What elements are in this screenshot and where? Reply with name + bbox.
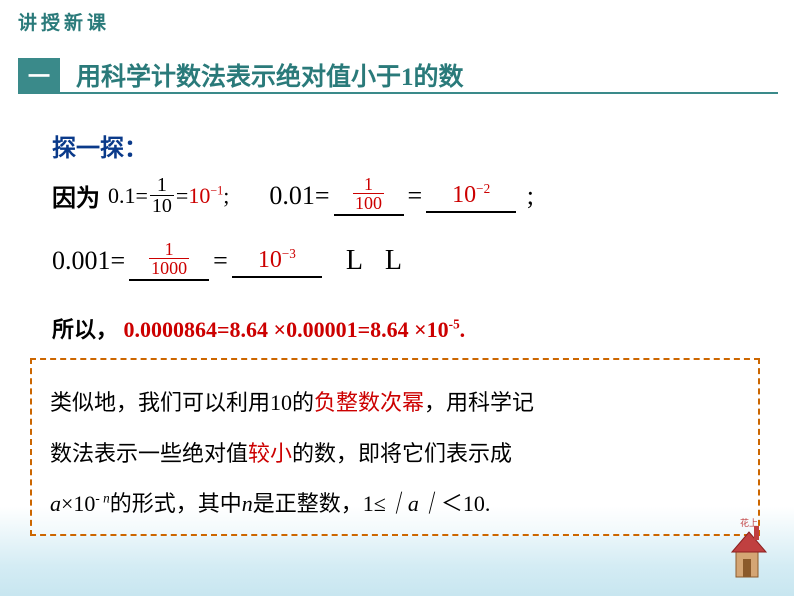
box-p3g: ＜10. (441, 491, 491, 516)
svg-text:花上: 花上 (740, 517, 758, 528)
eq3-res: 10 (258, 247, 282, 273)
eq1-num: 1 (155, 175, 169, 195)
because-label: 因为 (52, 178, 100, 213)
eq3-exp: −3 (282, 246, 296, 261)
eq2-num: 1 (362, 175, 375, 193)
house-icon: 花上 (724, 514, 774, 584)
box-p3exp: - n (95, 491, 109, 506)
ellipsis-ll: L L (346, 245, 410, 277)
box-p3d: n (242, 491, 253, 516)
eq2-res: 10 (452, 182, 476, 208)
equation-row-1: 因为 0.1=110=10−1; 0.01=1100=10−2 ; (52, 175, 534, 216)
section-marker: 一 (18, 58, 60, 92)
eq1-lhs: 0.1 (108, 183, 136, 209)
explore-label: 探一探： (52, 128, 148, 163)
box-p1b: 负整数次幂 (314, 390, 424, 415)
eq3-den: 1000 (149, 258, 189, 277)
eq1-exp: −1 (210, 183, 223, 197)
eq2-den: 100 (353, 193, 384, 212)
conclusion-label: 所以， (52, 317, 118, 342)
eq3-num: 1 (163, 240, 176, 258)
box-p3c: 的形式，其中 (110, 491, 242, 516)
eq1-den: 10 (150, 195, 174, 216)
eq2-lhs: 0.01 (269, 181, 315, 211)
box-p1c: ，用科学记 (424, 390, 534, 415)
eq2-exp: −2 (476, 181, 490, 196)
conclusion-period: . (460, 317, 466, 342)
section-title: 用科学计数法表示绝对值小于1的数 (60, 58, 480, 92)
box-p1a: 类似地，我们可以利用10的 (50, 390, 314, 415)
header-label: 讲授新课 (18, 8, 110, 35)
equation-row-2: 0.001=11000=10−3 L L (52, 240, 410, 281)
section-underline (18, 92, 778, 94)
box-p2a: 数法表示一些绝对值 (50, 441, 248, 466)
box-p3b: ×10 (61, 491, 95, 516)
box-p2b: 较小 (248, 441, 292, 466)
box-p3a: a (50, 491, 61, 516)
conclusion-line: 所以， 0.0000864=8.64 ×0.00001=8.64 ×10-5. (52, 312, 465, 344)
section-heading: 一 用科学计数法表示绝对值小于1的数 (18, 58, 480, 92)
conclusion-value: 0.0000864=8.64 ×0.00001=8.64 ×10 (124, 317, 449, 342)
conclusion-exp: -5 (449, 317, 460, 332)
summary-box: 类似地，我们可以利用10的负整数次幂，用科学记 数法表示一些绝对值较小的数，即将… (30, 358, 760, 536)
box-p3e: 是正整数，1≤ (253, 491, 386, 516)
eq1-res: 10 (188, 183, 210, 208)
box-p3f: ｜a｜ (386, 491, 441, 516)
box-p2c: 的数，即将它们表示成 (292, 441, 512, 466)
eq3-lhs: 0.001 (52, 246, 111, 276)
